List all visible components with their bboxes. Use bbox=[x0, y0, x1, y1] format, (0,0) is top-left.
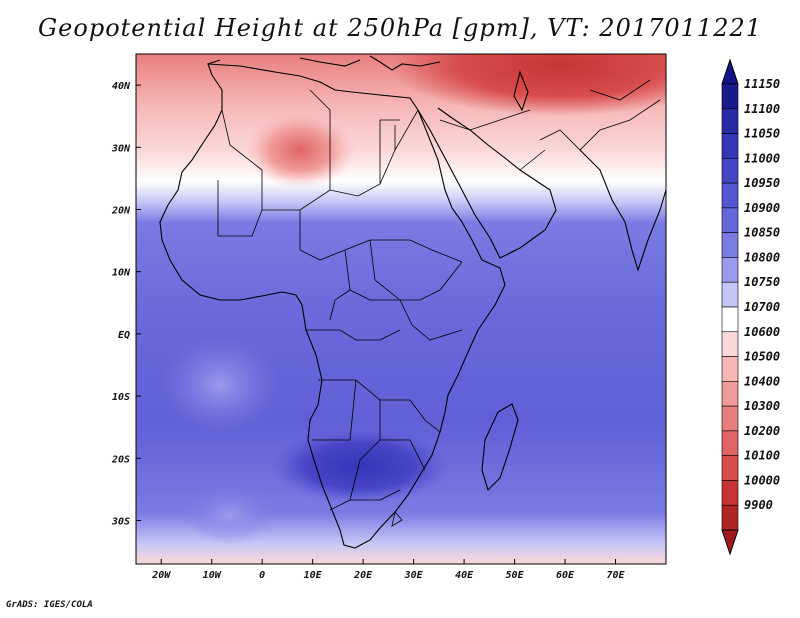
colorbar-swatch bbox=[721, 158, 739, 184]
colorbar-swatch bbox=[721, 257, 739, 283]
x-tick-label: 0 bbox=[259, 570, 265, 581]
coastlines bbox=[159, 55, 666, 549]
map-title: Geopotential Height at 250hPa [gpm], VT:… bbox=[38, 14, 762, 42]
border-lines-south bbox=[312, 379, 441, 527]
colorbar-label: 10200 bbox=[744, 424, 780, 438]
border-lines-asia bbox=[439, 79, 661, 171]
y-tick-label: 40N bbox=[112, 81, 131, 92]
x-tick-label: 10W bbox=[203, 570, 222, 581]
colorbar-swatch bbox=[721, 405, 739, 432]
colorbar-label: 10800 bbox=[744, 250, 780, 264]
coastline-caspian bbox=[513, 70, 529, 112]
colorbar-top-arrow bbox=[721, 58, 739, 85]
high-center-sahara bbox=[245, 112, 355, 188]
colorbar-label: 10400 bbox=[744, 374, 780, 388]
y-tick-label: 20N bbox=[111, 205, 131, 216]
colorbar-swatch bbox=[721, 430, 739, 456]
x-tick-label: 20W bbox=[151, 570, 171, 581]
y-tick-label: EQ bbox=[118, 330, 130, 341]
colorbar-label: 10950 bbox=[744, 176, 780, 190]
colorbar-swatch bbox=[721, 281, 739, 308]
colorbar-label: 11100 bbox=[744, 102, 780, 116]
x-tick-label: 50E bbox=[506, 570, 525, 581]
coastline-madagascar bbox=[481, 403, 519, 492]
colorbar-swatch bbox=[721, 207, 739, 233]
y-tick-label: 20S bbox=[111, 454, 130, 465]
colorbar-swatch bbox=[721, 504, 739, 531]
x-tick-label: 10E bbox=[304, 570, 323, 581]
height-field bbox=[136, 54, 666, 564]
y-axis-ticks: 40N 30N 20N 10N EQ 10S 20S 30S bbox=[111, 81, 141, 527]
colorbar-swatch bbox=[721, 480, 739, 506]
colorbar-label: 11000 bbox=[744, 151, 780, 165]
colorbar-swatch bbox=[721, 356, 739, 382]
y-tick-label: 10N bbox=[112, 268, 131, 279]
coastline-africa bbox=[159, 63, 506, 549]
x-tick-label: 20E bbox=[353, 570, 373, 581]
border-lines-central bbox=[299, 210, 463, 341]
colorbar-swatch bbox=[721, 455, 739, 481]
colorbar-label: 10750 bbox=[744, 275, 780, 289]
grads-credit: GrADS: IGES/COLA bbox=[6, 600, 93, 610]
map-frame bbox=[135, 53, 667, 565]
x-tick-label: 70E bbox=[606, 570, 625, 581]
colorbar-label: 10500 bbox=[744, 350, 780, 364]
colorbar-swatch bbox=[721, 381, 739, 407]
coastline-india bbox=[579, 149, 666, 272]
y-tick-label: 30N bbox=[111, 143, 131, 154]
x-tick-label: 30E bbox=[404, 570, 424, 581]
colorbar-label: 11050 bbox=[744, 127, 780, 141]
y-tick-label: 30S bbox=[111, 516, 130, 527]
contour-blob-atlantic bbox=[160, 335, 280, 435]
low-center-southern-africa bbox=[270, 428, 450, 504]
x-tick-label: 40E bbox=[455, 570, 474, 581]
x-tick-label: 60E bbox=[556, 570, 575, 581]
colorbar-label: 10900 bbox=[744, 201, 780, 215]
colorbar: 11150 11100 11050 11000 10950 10900 10850 10800… bbox=[721, 58, 780, 556]
colorbar-label: 10000 bbox=[744, 473, 780, 487]
colorbar-label: 10100 bbox=[744, 449, 780, 463]
colorbar-bottom-arrow bbox=[721, 529, 739, 556]
contour-blob-south-atlantic bbox=[185, 485, 275, 545]
colorbar-label: 10850 bbox=[744, 226, 780, 240]
border-lines-north bbox=[217, 89, 419, 237]
y-tick-label: 10S bbox=[112, 392, 130, 403]
coastline-arabia bbox=[417, 107, 557, 259]
colorbar-label: 10600 bbox=[744, 325, 780, 339]
colorbar-swatch bbox=[721, 306, 739, 333]
colorbar-swatch bbox=[721, 331, 739, 357]
colorbar-swatch bbox=[721, 108, 739, 134]
colorbar-swatch bbox=[721, 133, 739, 159]
colorbar-swatch bbox=[721, 83, 739, 110]
colorbar-swatch bbox=[721, 232, 739, 258]
x-axis-ticks: 20W 10W 0 10E 20E 30E 40E 50E 60E 70E bbox=[151, 559, 626, 581]
colorbar-label: 9900 bbox=[744, 498, 773, 512]
colorbar-label: 10300 bbox=[744, 399, 780, 413]
coastline-europe bbox=[207, 55, 441, 71]
colorbar-label: 11150 bbox=[744, 77, 780, 91]
colorbar-swatch bbox=[721, 182, 739, 209]
country-borders bbox=[217, 79, 661, 527]
high-center-northeast bbox=[390, 54, 666, 116]
colorbar-label: 10700 bbox=[744, 300, 780, 314]
